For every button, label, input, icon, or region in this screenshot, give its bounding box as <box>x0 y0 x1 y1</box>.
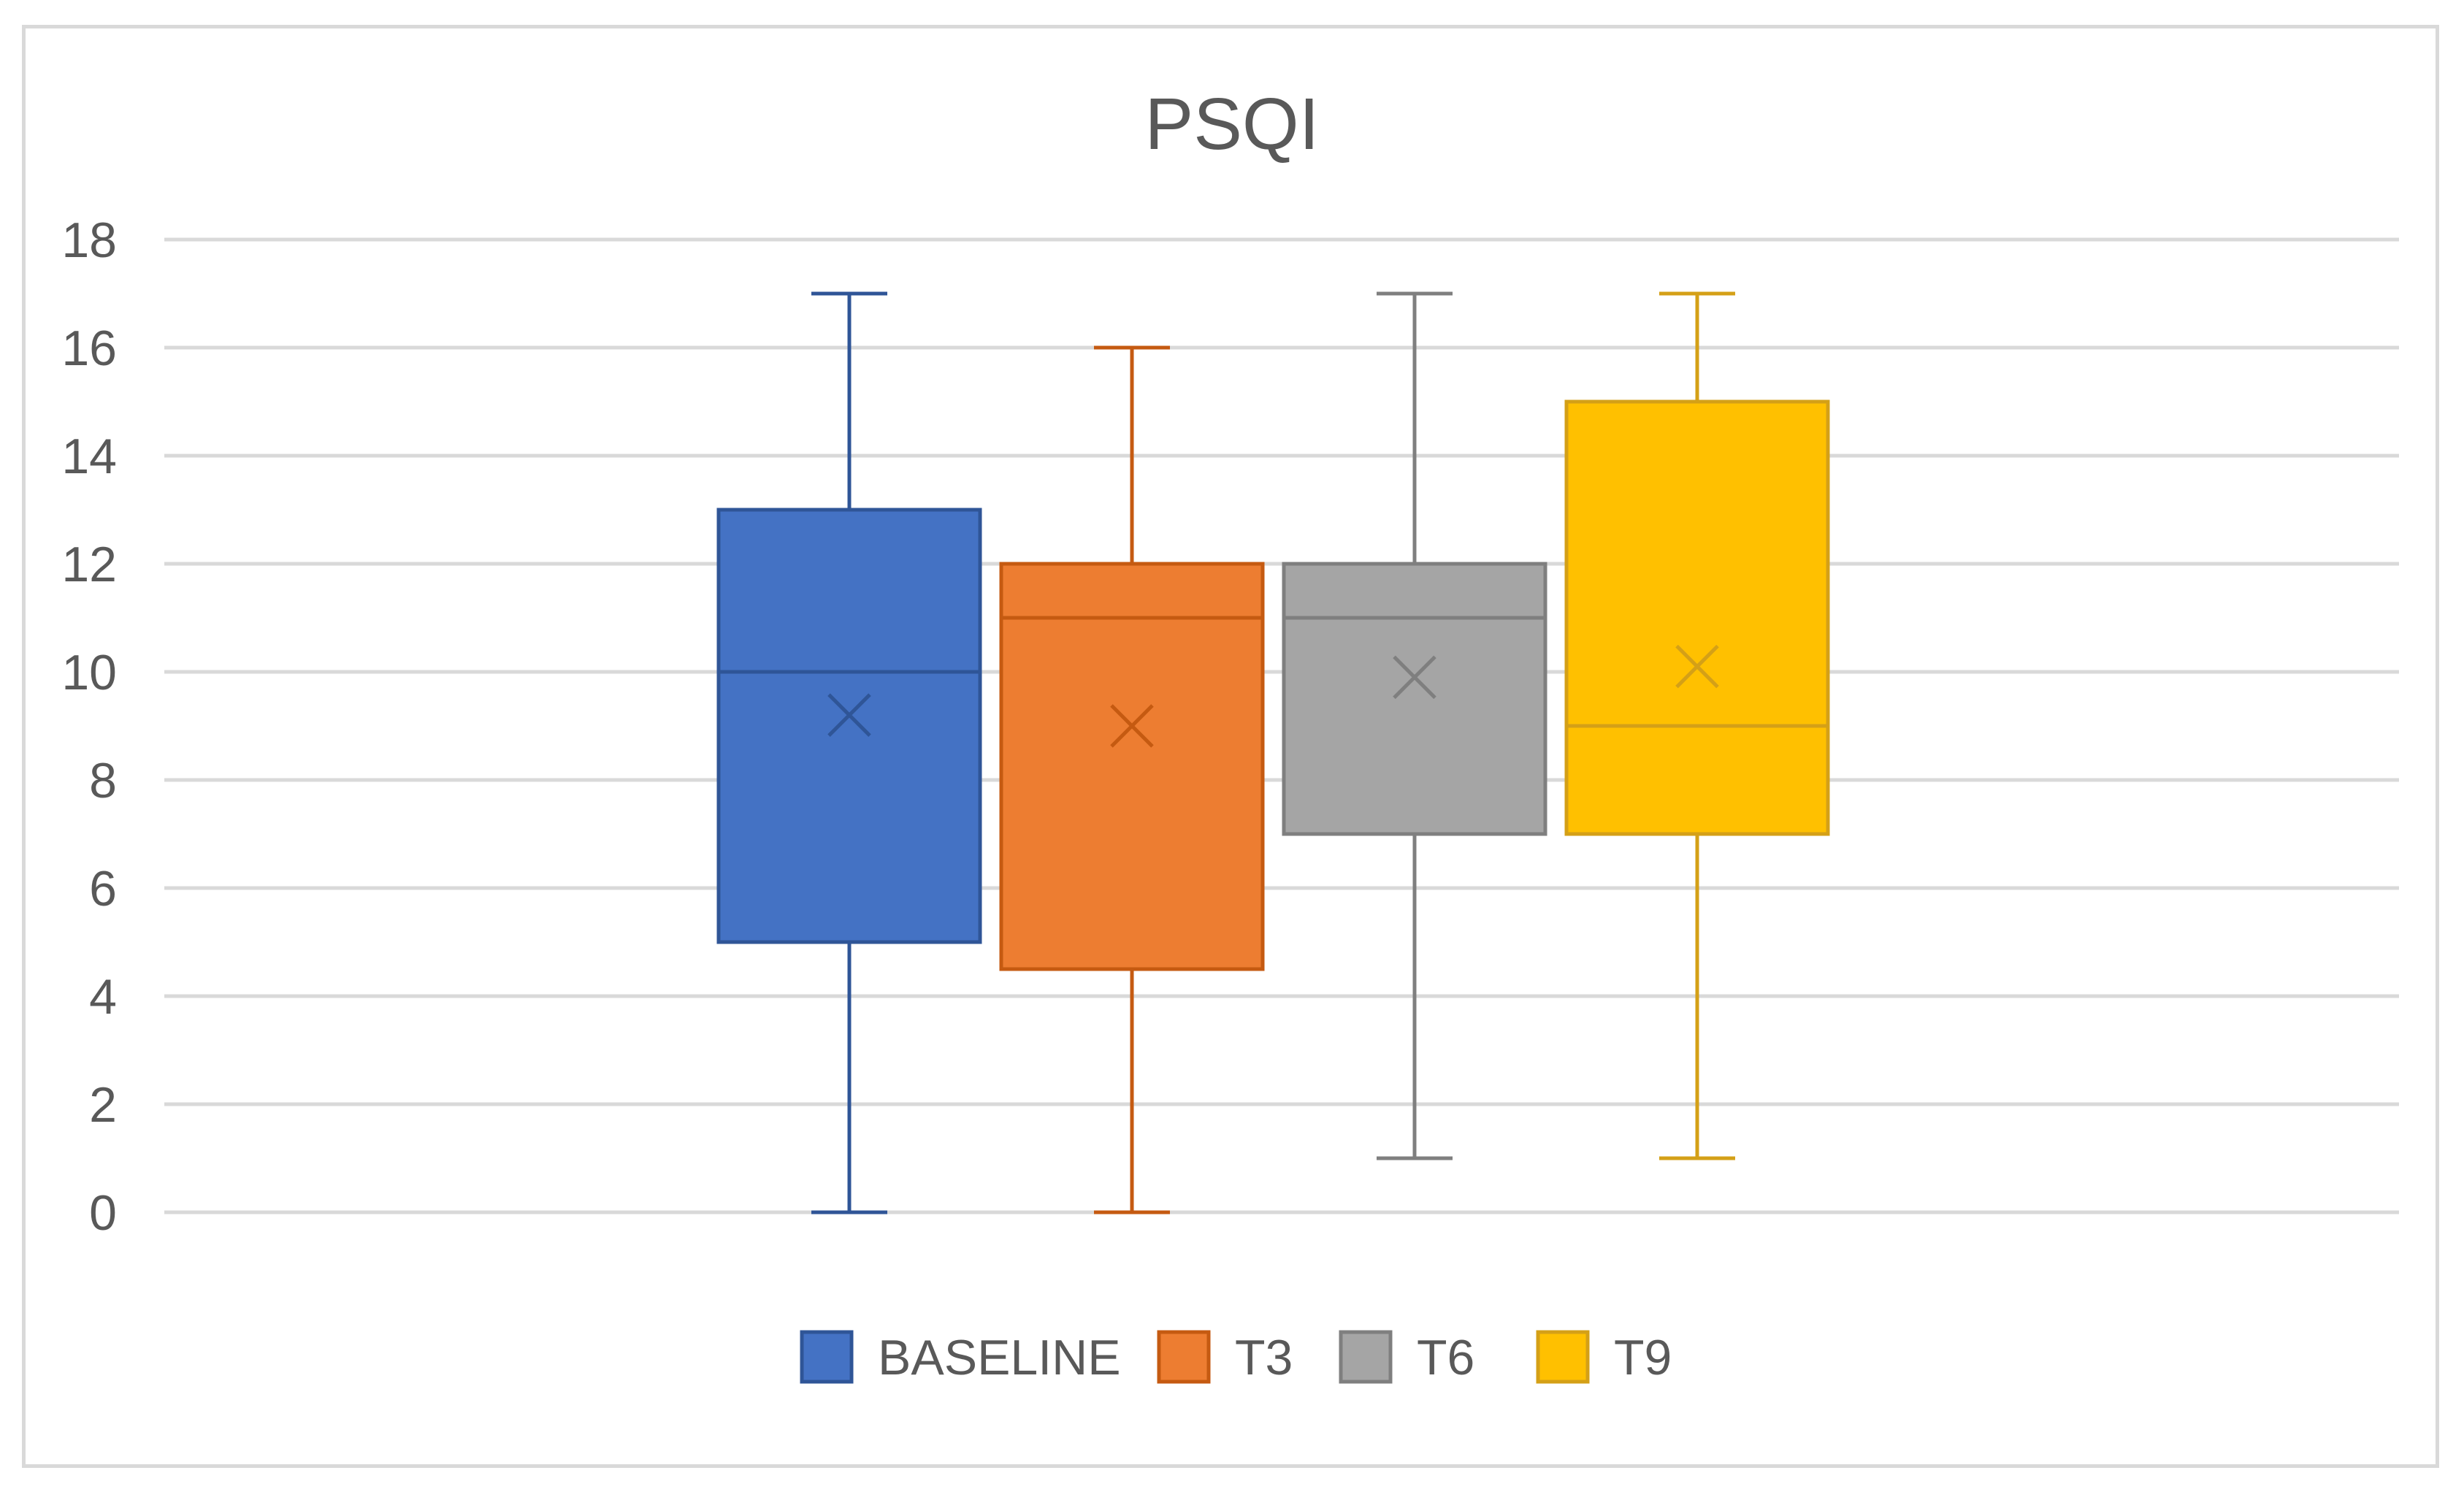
legend-label: T6 <box>1417 1330 1474 1385</box>
y-tick-label: 14 <box>61 429 117 484</box>
box-t9 <box>1564 291 1830 1160</box>
legend-label: BASELINE <box>878 1330 1121 1385</box>
legend-label: T9 <box>1614 1330 1672 1385</box>
box-iqr <box>1282 562 1547 836</box>
box-iqr <box>716 508 982 944</box>
box-baseline <box>716 291 982 1214</box>
legend-item-t9: T9 <box>1536 1330 1672 1385</box>
box-series-layer <box>716 291 1830 1214</box>
y-tick-label: 2 <box>89 1077 117 1133</box>
mean-marker <box>1675 644 1719 689</box>
mean-marker <box>827 693 871 737</box>
legend-label: T3 <box>1235 1330 1293 1385</box>
legend-item-t6: T6 <box>1339 1330 1474 1385</box>
legend-item-baseline: BASELINE <box>800 1330 1121 1385</box>
y-tick-label: 16 <box>61 321 117 376</box>
box-t6 <box>1282 291 1547 1160</box>
legend: BASELINE T3 T6 T9 <box>800 1330 1672 1385</box>
legend-swatch <box>1339 1330 1393 1384</box>
legend-swatch <box>1536 1330 1590 1384</box>
mean-marker <box>1110 704 1154 748</box>
box-iqr <box>1564 399 1830 836</box>
box-iqr <box>999 562 1265 971</box>
legend-item-t3: T3 <box>1157 1330 1293 1385</box>
y-tick-label: 18 <box>61 213 117 268</box>
y-tick-label: 12 <box>61 537 117 592</box>
chart-title: PSQI <box>1145 83 1320 165</box>
legend-swatch <box>800 1330 854 1384</box>
gridlines <box>164 237 2399 1214</box>
y-tick-label: 10 <box>61 645 117 700</box>
y-tick-label: 8 <box>89 753 117 808</box>
legend-swatch <box>1157 1330 1211 1384</box>
y-tick-label: 4 <box>89 969 117 1025</box>
y-tick-label: 0 <box>89 1185 117 1241</box>
y-tick-label: 6 <box>89 861 117 917</box>
box-t3 <box>999 345 1265 1214</box>
mean-marker <box>1393 655 1436 700</box>
y-axis-tick-labels: 0 2 4 6 8 10 12 14 16 18 <box>61 213 117 1241</box>
